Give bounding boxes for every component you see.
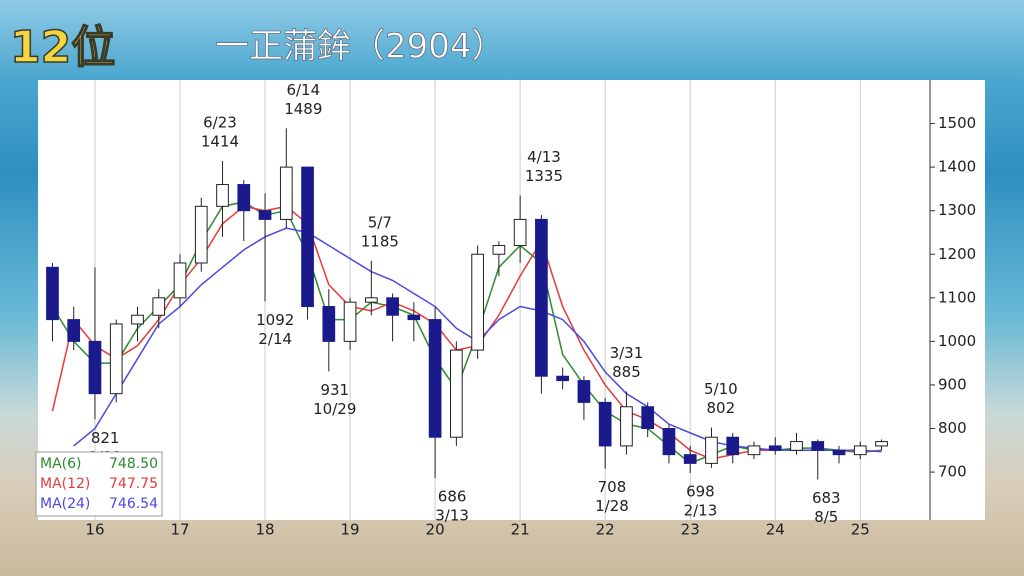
candle-body <box>790 441 803 451</box>
y-tick-label: 1500 <box>938 114 976 132</box>
candle-body <box>152 297 166 316</box>
annotation-date: 5/10 <box>704 380 738 398</box>
x-tick-label: 22 <box>596 521 615 539</box>
candle-body <box>747 445 761 456</box>
candle-body <box>662 428 676 456</box>
candle-body <box>428 319 442 438</box>
annotation-date: 3/31 <box>610 344 644 362</box>
candle-body <box>768 445 782 451</box>
annotation-value: 708 <box>598 478 627 496</box>
annotation-value: 1335 <box>525 167 563 185</box>
title-name: 一正蒲鉾（2904） <box>215 27 506 67</box>
x-tick-label: 23 <box>681 521 700 539</box>
candle-body <box>535 218 548 377</box>
annotation-date: 2/13 <box>684 501 718 519</box>
candle-body <box>513 218 527 247</box>
ma-line <box>51 205 882 460</box>
candle-body <box>46 266 59 321</box>
y-tick-label: 800 <box>938 419 967 437</box>
annotation-date: 2/14 <box>258 330 292 348</box>
legend-value: 746.54 <box>109 496 158 512</box>
title-rank: 12位 <box>10 22 115 73</box>
candle-body <box>258 210 272 220</box>
y-tick-label: 1000 <box>938 332 976 350</box>
candle-body <box>875 441 888 447</box>
candle-body <box>173 262 187 299</box>
candle-body <box>364 297 378 303</box>
x-tick-label: 20 <box>426 521 445 539</box>
annotation-date: 8/5 <box>814 508 838 526</box>
candle-body <box>301 166 314 308</box>
candle-body <box>216 184 229 207</box>
annotation-value: 1185 <box>361 232 399 250</box>
legend-name: MA(24) <box>40 496 90 512</box>
candle-body <box>598 401 612 447</box>
x-tick-label: 18 <box>255 521 274 539</box>
candle-body <box>471 253 484 351</box>
annotation-value: 683 <box>812 489 841 507</box>
candle-body <box>88 340 102 395</box>
candle-body <box>577 380 591 403</box>
x-tick-label: 24 <box>766 521 785 539</box>
x-tick-label: 16 <box>85 521 104 539</box>
annotation-value: 686 <box>438 488 467 506</box>
candle-body <box>556 375 570 382</box>
y-tick-label: 700 <box>938 463 967 481</box>
y-tick-label: 900 <box>938 375 967 393</box>
legend-name: MA(6) <box>40 456 82 472</box>
plot-panel <box>38 80 985 520</box>
annotation-value: 1092 <box>256 311 294 329</box>
annotation-date: 4/13 <box>527 148 561 166</box>
candle-body <box>641 406 655 430</box>
y-tick-label: 1300 <box>938 201 976 219</box>
x-tick-label: 25 <box>851 521 870 539</box>
candle-body <box>492 245 506 255</box>
candle-body <box>343 301 357 342</box>
candle-body <box>407 314 421 321</box>
annotation-value: 1489 <box>284 100 322 118</box>
candle-body <box>109 323 123 395</box>
candle-body <box>194 205 208 264</box>
candle-body <box>131 314 144 325</box>
candle-body <box>705 436 718 464</box>
annotation-date: 6/23 <box>203 114 237 132</box>
candle-body <box>237 184 251 212</box>
legend-value: 747.75 <box>109 476 158 492</box>
annotation-date: 10/29 <box>313 400 356 418</box>
candle-body <box>67 319 81 342</box>
y-tick-label: 1200 <box>938 245 976 263</box>
x-tick-label: 19 <box>341 521 360 539</box>
legend-value: 748.50 <box>109 456 158 472</box>
candle-body <box>386 297 399 316</box>
annotation-value: 885 <box>612 363 641 381</box>
candle-body <box>832 449 846 456</box>
annotation-value: 821 <box>91 429 120 447</box>
annotation-date: 5/7 <box>368 213 392 231</box>
legend-box <box>35 451 163 517</box>
x-tick-label: 21 <box>511 521 530 539</box>
annotation-date: 1/28 <box>595 497 629 515</box>
annotation-value: 802 <box>706 399 735 417</box>
candle-body <box>726 436 740 456</box>
annotation-value: 931 <box>320 381 349 399</box>
candle-body <box>450 349 463 438</box>
x-tick-label: 17 <box>170 521 189 539</box>
annotation-value: 1414 <box>201 133 239 151</box>
legend-name: MA(12) <box>40 476 90 492</box>
y-tick-label: 1100 <box>938 288 976 306</box>
y-tick-label: 1400 <box>938 158 976 176</box>
ma-line <box>51 201 882 465</box>
candle-body <box>853 445 867 456</box>
candle-body <box>279 166 293 220</box>
annotation-date: 3/13 <box>435 507 469 525</box>
annotation-date: 6/14 <box>286 81 320 99</box>
candle-body <box>620 406 633 447</box>
candle-body <box>322 306 336 342</box>
annotation-value: 698 <box>686 482 715 500</box>
candle-body <box>811 441 825 451</box>
candle-body <box>683 454 697 464</box>
